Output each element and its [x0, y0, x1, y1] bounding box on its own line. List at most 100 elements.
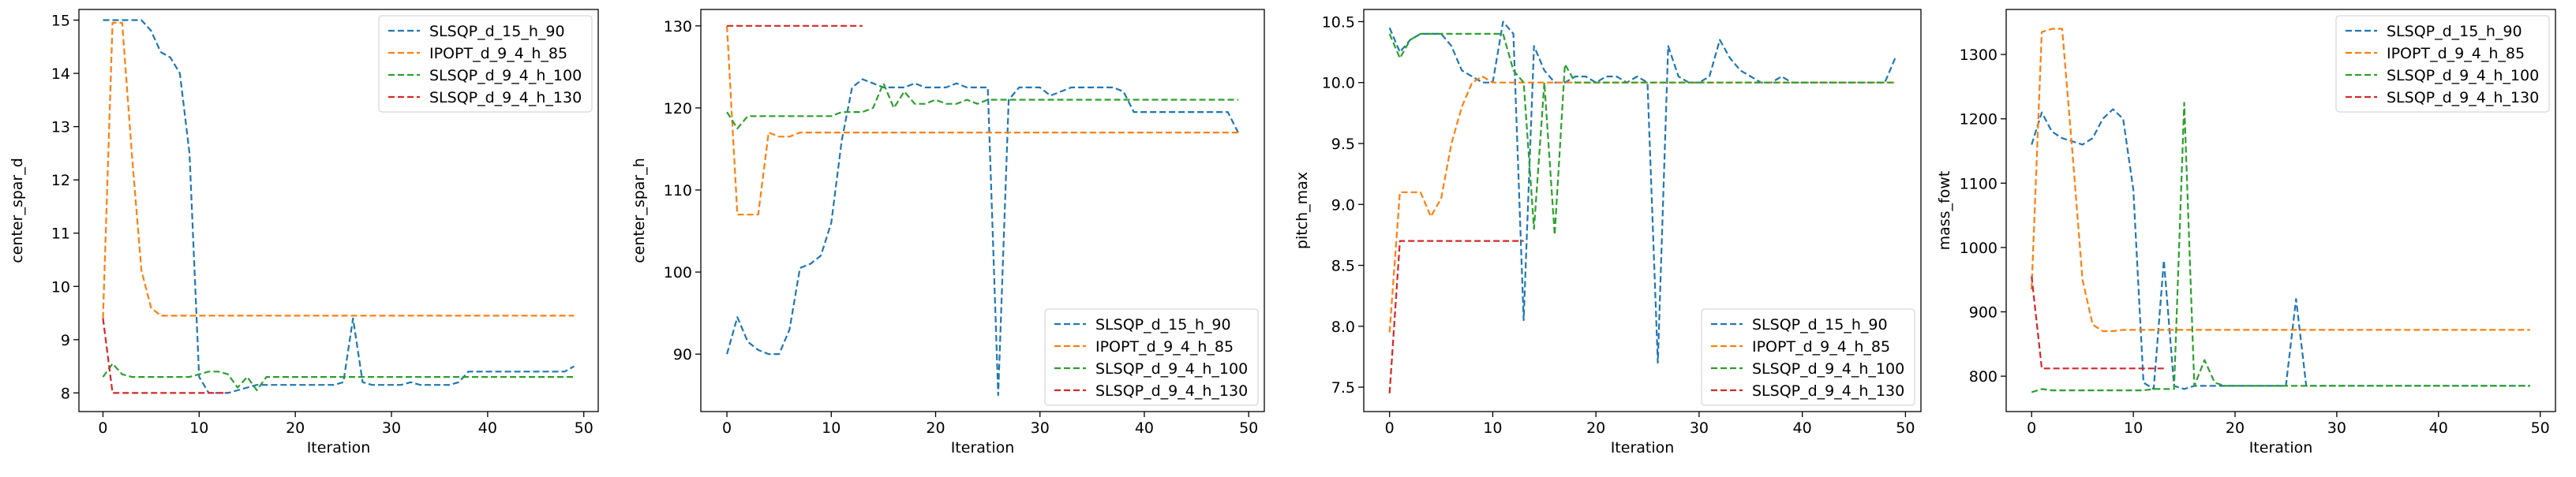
x-tick-label: 0	[722, 419, 732, 437]
series-line-SLSQP_d_15_h_90	[1388, 20, 1896, 364]
y-tick-label: 1100	[1960, 175, 1998, 192]
x-tick-label: 50	[1896, 419, 1915, 437]
series-line-SLSQP_d_9_4_h_100	[1388, 32, 1896, 236]
series-group	[102, 19, 575, 394]
y-axis-label: mass_fowt	[1936, 171, 1953, 251]
x-axis-label: Iteration	[951, 439, 1015, 457]
series-line-IPOPT_d_9_4_h_85	[102, 21, 575, 319]
series-line-SLSQP_d_9_4_h_100	[2031, 102, 2530, 393]
y-tick-label: 12	[51, 172, 70, 189]
x-tick-label: 40	[478, 419, 497, 437]
y-tick-label: 11	[51, 225, 70, 243]
legend: SLSQP_d_15_h_90 IPOPT_d_9_4_h_85 SLSQP_d_9…	[1701, 308, 1915, 406]
legend-entry: SLSQP_d_9_4_h_100	[1752, 360, 1904, 378]
x-tick-label: 0	[1385, 419, 1395, 437]
y-axis-label: pitch_max	[1294, 172, 1311, 249]
x-tick-label: 40	[1793, 419, 1812, 437]
series-group	[726, 24, 1239, 397]
x-tick-label: 30	[382, 419, 401, 437]
series-line-SLSQP_d_15_h_90	[726, 78, 1239, 397]
chart-panel-1: 0 10 20 30 40 50 8 9 10 11 12 13 14 15 Iteration center…	[9, 9, 599, 457]
x-tick-label: 50	[1239, 419, 1258, 437]
y-tick-label: 120	[664, 100, 692, 117]
y-tick-label: 8	[61, 385, 70, 402]
y-axis-label: center_spar_h	[631, 158, 648, 263]
chart-panel-4: 0 10 20 30 40 50 800 900 1000 1100 1200 1300 Iterati…	[1936, 9, 2556, 457]
legend: SLSQP_d_15_h_90 IPOPT_d_9_4_h_85 SLSQP_d_9…	[378, 15, 593, 113]
y-tick-label: 1200	[1960, 111, 1998, 129]
y-tick-label: 13	[51, 119, 70, 136]
y-tick-label: 90	[673, 346, 692, 363]
x-tick-label: 30	[1031, 419, 1050, 437]
series-group	[1388, 20, 1896, 393]
legend-entry: SLSQP_d_9_4_h_100	[429, 67, 582, 84]
x-tick-label: 50	[575, 419, 593, 437]
y-tick-label: 15	[51, 13, 70, 30]
y-tick-label: 900	[1969, 304, 1998, 322]
series-line-SLSQP_d_9_4_h_130	[1388, 240, 1524, 393]
legend-entry: SLSQP_d_15_h_90	[2387, 23, 2522, 40]
legend-box	[378, 15, 593, 113]
series-group	[2031, 28, 2530, 393]
x-tick-label: 20	[1586, 419, 1605, 437]
x-tick-label: 40	[1135, 419, 1154, 437]
x-tick-label: 20	[2226, 419, 2245, 437]
legend-entry: SLSQP_d_9_4_h_100	[1095, 360, 1248, 378]
legend-entry: IPOPT_d_9_4_h_85	[2387, 45, 2525, 62]
x-tick-label: 10	[1483, 419, 1502, 437]
legend-entry: SLSQP_d_9_4_h_130	[1752, 382, 1904, 400]
y-tick-label: 100	[664, 264, 692, 281]
series-line-IPOPT_d_9_4_h_85	[2031, 28, 2530, 333]
x-axis-label: Iteration	[2249, 439, 2313, 457]
series-line-SLSQP_d_9_4_h_100	[102, 363, 575, 392]
x-tick-label: 30	[2327, 419, 2346, 437]
x-tick-label: 10	[189, 419, 208, 437]
y-tick-label: 9.5	[1331, 136, 1355, 153]
legend-entry: SLSQP_d_9_4_h_130	[429, 89, 582, 106]
x-axis-label: Iteration	[1611, 439, 1675, 457]
legend-entry: IPOPT_d_9_4_h_85	[1752, 338, 1890, 356]
legend-box	[1701, 308, 1915, 406]
x-tick-label: 10	[2124, 419, 2143, 437]
x-axis-label: Iteration	[307, 439, 371, 457]
legend-entry: SLSQP_d_15_h_90	[429, 23, 565, 40]
x-tick-label: 0	[2027, 419, 2036, 437]
y-tick-label: 9	[61, 332, 70, 349]
y-tick-label: 110	[664, 182, 692, 199]
series-line-SLSQP_d_15_h_90	[103, 19, 575, 394]
legend-entry: SLSQP_d_9_4_h_100	[2387, 67, 2539, 84]
y-tick-label: 8.5	[1331, 258, 1355, 275]
y-tick-label: 14	[51, 65, 70, 83]
chart-panel-3: 0 10 20 30 40 50 7.5 8.0 8.5 9.0 9.5 10.0 10.5 Iterat…	[1294, 9, 1922, 457]
x-tick-label: 10	[822, 419, 841, 437]
y-tick-label: 1000	[1960, 240, 1998, 257]
legend: SLSQP_d_15_h_90 IPOPT_d_9_4_h_85 SLSQP_d_9…	[2335, 15, 2550, 113]
y-tick-label: 130	[664, 18, 692, 35]
legend: SLSQP_d_15_h_90 IPOPT_d_9_4_h_85 SLSQP_d_9…	[1044, 308, 1259, 406]
y-tick-label: 7.5	[1331, 379, 1355, 397]
x-tick-label: 40	[2429, 419, 2448, 437]
series-line-SLSQP_d_9_4_h_130	[2031, 276, 2164, 370]
legend-box	[2335, 15, 2550, 113]
x-tick-label: 20	[286, 419, 305, 437]
legend-entry: SLSQP_d_9_4_h_130	[1095, 382, 1248, 400]
x-tick-label: 0	[98, 419, 107, 437]
series-line-SLSQP_d_9_4_h_100	[726, 82, 1238, 129]
legend-entry: SLSQP_d_9_4_h_130	[2387, 89, 2539, 106]
x-tick-label: 20	[926, 419, 945, 437]
legend-entry: IPOPT_d_9_4_h_85	[1095, 338, 1234, 356]
series-line-SLSQP_d_9_4_h_130	[102, 318, 228, 394]
y-tick-label: 1300	[1960, 47, 1998, 64]
y-tick-label: 8.0	[1331, 319, 1355, 336]
y-tick-label: 800	[1969, 368, 1998, 386]
y-tick-label: 10	[51, 278, 70, 296]
legend-box	[1044, 308, 1259, 406]
legend-entry: IPOPT_d_9_4_h_85	[429, 45, 567, 62]
legend-entry: SLSQP_d_15_h_90	[1752, 316, 1888, 334]
y-tick-label: 9.0	[1331, 196, 1355, 214]
legend-entry: SLSQP_d_15_h_90	[1095, 316, 1231, 334]
y-tick-label: 10.0	[1322, 75, 1355, 92]
y-axis-label: center_spar_d	[9, 158, 26, 263]
x-tick-label: 50	[2531, 419, 2550, 437]
